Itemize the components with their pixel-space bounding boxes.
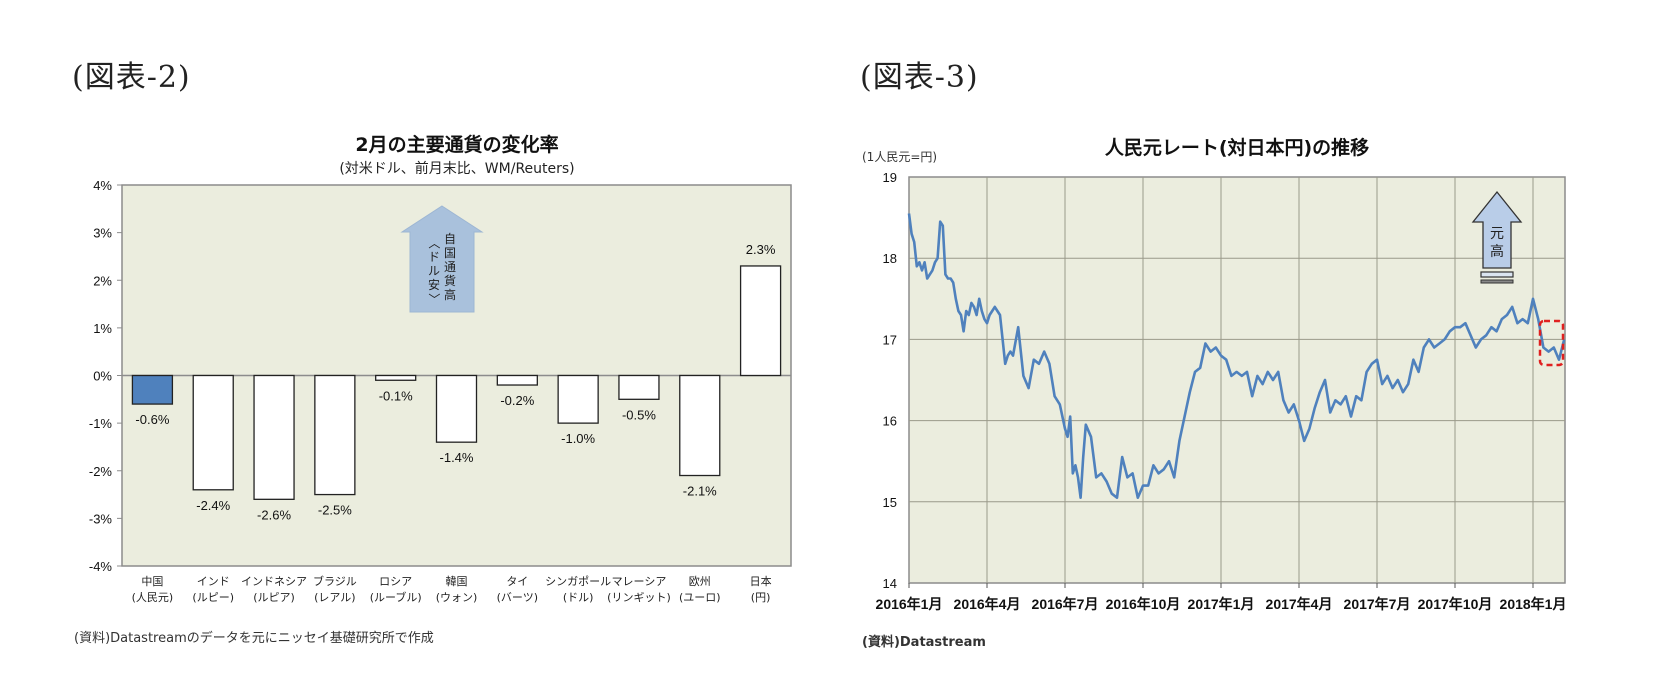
bar-value-label: -2.6% [257, 507, 291, 522]
x-category-label: インドネシア [241, 575, 307, 588]
figure-2-label: (図表-2) [72, 60, 191, 95]
y-tick-label: 19 [883, 170, 897, 185]
currency-up-arrow-icon [400, 205, 484, 313]
x-category-sublabel: (ルピー) [192, 591, 234, 604]
y-tick-label: -4% [89, 559, 113, 574]
x-category-label: タイ [506, 575, 528, 588]
y-tick-label: 0% [93, 369, 112, 384]
x-category-label: 日本 [750, 574, 772, 588]
arrow-annotation-text: 国 [444, 246, 456, 260]
x-category-sublabel: (人民元) [132, 591, 174, 604]
y-tick-label: 18 [883, 251, 897, 266]
y-tick-label: -1% [89, 416, 113, 431]
line-chart-unit-label: (1人民元=円) [862, 150, 938, 164]
arrow-annotation-text: 自 [444, 232, 456, 246]
arrow-annotation-subtext: 〈 [427, 237, 441, 249]
arrow-base-bar [1480, 271, 1514, 278]
arrow-annotation-text: 通 [444, 260, 456, 274]
x-category-sublabel: (レアル) [314, 591, 355, 604]
arrow-annotation-text: 高 [1490, 243, 1504, 260]
bar-chart-title: 2月の主要通貨の変化率 [355, 134, 559, 156]
bar-chart-subtitle: (対米ドル、前月末比、WM/Reuters) [339, 161, 575, 177]
x-category-label: 中国 [141, 575, 163, 588]
x-category-sublabel: (ドル) [563, 591, 594, 604]
arrow-annotation-subtext: 〉 [427, 293, 441, 305]
y-tick-label: 2% [93, 273, 112, 288]
arrow-base-bar [1480, 279, 1514, 284]
yuan-up-arrow-icon [1471, 190, 1523, 269]
x-tick-label: 2017年7月 [1344, 596, 1411, 612]
bar-value-label: -0.5% [622, 407, 656, 422]
y-tick-label: -2% [89, 464, 113, 479]
y-tick-label: 1% [93, 321, 112, 336]
y-tick-label: 16 [883, 414, 897, 429]
bar-value-label: -1.4% [440, 450, 474, 465]
x-category-label: 韓国 [446, 575, 468, 588]
x-tick-label: 2017年1月 [1188, 596, 1255, 612]
bar-value-label: -0.1% [379, 388, 413, 403]
bar [496, 374, 538, 386]
x-category-label: シンガポール [545, 575, 611, 588]
bar-value-label: -1.0% [561, 431, 595, 446]
y-tick-label: 15 [883, 495, 897, 510]
y-tick-label: -3% [89, 511, 113, 526]
x-tick-label: 2016年10月 [1106, 596, 1181, 612]
x-category-label: マレーシア [612, 575, 667, 588]
x-category-sublabel: (ユーロ) [679, 591, 721, 604]
x-category-sublabel: (円) [751, 591, 771, 604]
line-plot-area [908, 176, 1566, 584]
bar-value-label: -0.6% [135, 412, 169, 427]
bar-value-label: 2.3% [746, 242, 776, 257]
cny-jpy-line [907, 213, 1566, 500]
bar [618, 374, 660, 400]
x-tick-label: 2018年1月 [1500, 596, 1567, 612]
x-tick-label: 2016年1月 [876, 596, 943, 612]
bar [253, 374, 295, 500]
x-tick-label: 2016年4月 [954, 596, 1021, 612]
x-tick-label: 2017年10月 [1418, 596, 1493, 612]
y-tick-label: 14 [883, 576, 897, 591]
bar-chart-source: (資料)Datastreamのデータを元にニッセイ基礎研究所で作成 [74, 631, 434, 646]
x-category-label: インド [197, 575, 230, 588]
arrow-annotation-subtext: ド [428, 250, 440, 264]
x-category-sublabel: (リンギット) [607, 591, 671, 604]
bar [679, 374, 721, 477]
y-tick-label: 4% [93, 178, 112, 193]
bar [435, 374, 478, 443]
arrow-annotation-text: 貨 [444, 273, 456, 288]
bar [739, 265, 782, 377]
bar [557, 374, 599, 424]
highlight-box [1538, 319, 1565, 367]
arrow-annotation-subtext: 安 [428, 277, 440, 292]
bar [131, 374, 174, 405]
x-category-sublabel: (ルピア) [253, 591, 295, 604]
figure-3-label: (図表-3) [860, 60, 979, 95]
x-category-sublabel: (ルーブル) [370, 590, 422, 604]
x-tick-label: 2016年7月 [1032, 596, 1099, 612]
arrow-annotation-subtext: ル [428, 264, 440, 278]
x-category-label: 欧州 [689, 575, 711, 588]
bar [314, 374, 356, 496]
line-chart-title: 人民元レート(対日本円)の推移 [1104, 137, 1370, 159]
y-tick-label: 3% [93, 226, 112, 241]
bar-value-label: -0.2% [500, 393, 534, 408]
arrow-annotation-text: 元 [1490, 226, 1504, 242]
bar [192, 374, 234, 491]
x-category-sublabel: (ウォン) [436, 591, 478, 604]
line-chart-source: (資料)Datastream [862, 635, 986, 650]
x-category-label: ブラジル [313, 574, 357, 588]
bar-value-label: -2.4% [196, 498, 230, 513]
bar-value-label: -2.5% [318, 503, 352, 518]
x-category-sublabel: (バーツ) [497, 591, 538, 604]
arrow-annotation-text: 高 [444, 287, 456, 302]
x-tick-label: 2017年4月 [1266, 596, 1333, 612]
x-category-label: ロシア [379, 575, 412, 588]
y-tick-label: 17 [883, 332, 897, 347]
bar-value-label: -2.1% [683, 484, 717, 499]
bar [375, 374, 417, 381]
